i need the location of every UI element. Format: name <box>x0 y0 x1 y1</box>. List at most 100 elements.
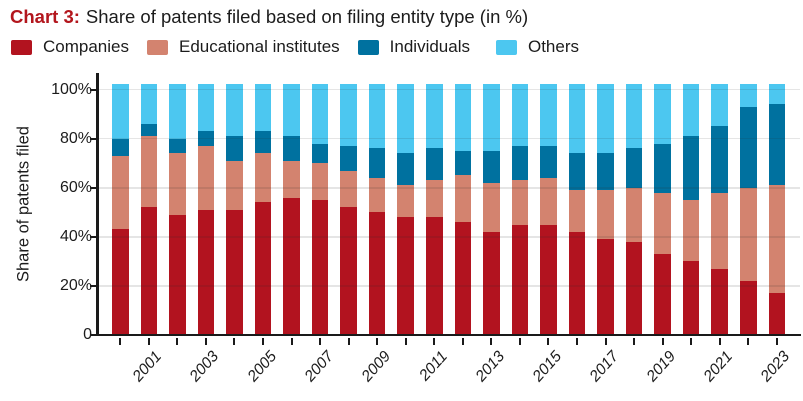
bar-segment-companies <box>454 222 472 335</box>
bar-segment-companies <box>740 281 757 335</box>
y-tick-label-40: 40% <box>59 227 92 245</box>
bar-segment-companies <box>140 207 158 335</box>
chart-title-prefix: Chart 3: <box>10 6 80 27</box>
bar-segment-others <box>311 84 329 144</box>
y-tick-label-80: 80% <box>59 129 92 147</box>
gridline-20 <box>97 285 800 287</box>
x-axis-line <box>94 333 801 336</box>
y-tick <box>90 88 97 91</box>
bar-segment-others <box>454 84 472 151</box>
y-tick-label-100: 100% <box>51 80 92 98</box>
bar-segment-companies <box>483 231 500 335</box>
y-tick <box>90 186 97 189</box>
legend-swatch-others <box>495 39 517 55</box>
x-tick-label-2009: 2009 <box>358 348 394 386</box>
bar-segment-others <box>768 84 786 105</box>
bar-segment-others <box>397 84 415 154</box>
bar-2006 <box>283 84 300 345</box>
bar-2021: 2021 <box>701 84 736 385</box>
bar-segment-others <box>625 84 643 149</box>
bar-segment-individuals <box>740 106 757 188</box>
bar-segment-companies <box>426 217 443 335</box>
bar-segment-educational-institutes <box>169 153 186 215</box>
bar-segment-individuals <box>197 131 215 146</box>
x-tick <box>633 338 636 345</box>
bar-segment-individuals <box>511 145 529 181</box>
gridline-100 <box>97 88 800 91</box>
legend-swatch-individuals <box>357 39 379 55</box>
y-tick-label-20: 20% <box>59 276 92 294</box>
y-tick-label-60: 60% <box>59 178 92 196</box>
bar-2020 <box>682 84 700 345</box>
y-tick <box>90 137 97 140</box>
bar-segment-companies <box>768 293 786 335</box>
bar-segment-individuals <box>169 138 186 154</box>
bar-segment-others <box>340 84 357 146</box>
bar-2005: 2005 <box>244 84 280 385</box>
bar-segment-companies <box>540 224 557 335</box>
bar-segment-educational-institutes <box>197 145 215 210</box>
legend-swatch-companies <box>11 39 32 55</box>
x-tick <box>433 338 436 345</box>
bar-segment-individuals <box>226 136 243 161</box>
x-tick-label-2011: 2011 <box>415 348 451 385</box>
y-tick <box>90 284 97 287</box>
legend-label-individuals: Individuals <box>389 37 470 56</box>
gridline-60 <box>97 186 800 189</box>
x-tick <box>490 338 493 345</box>
legend-item-educational-institutes: Educational institutes <box>147 37 340 57</box>
bar-segment-companies <box>654 254 671 335</box>
x-tick-label-2015: 2015 <box>529 348 566 386</box>
bar-segment-educational-institutes <box>740 187 757 281</box>
x-tick <box>661 338 664 345</box>
bar-segment-others <box>740 84 757 107</box>
bar-segment-educational-institutes <box>540 177 557 225</box>
bar-2000 <box>112 84 129 345</box>
bar-segment-individuals <box>654 143 671 193</box>
bar-segment-others <box>654 84 671 144</box>
bar-segment-companies <box>511 224 529 335</box>
bar-segment-individuals <box>368 148 386 178</box>
x-tick <box>319 338 322 345</box>
bar-2023: 2023 <box>758 84 793 385</box>
x-tick-label-2003: 2003 <box>186 348 223 386</box>
bar-2019: 2019 <box>644 84 679 385</box>
bar-2012 <box>454 84 472 345</box>
chart-title: Chart 3: Share of patents filed based on … <box>10 5 528 29</box>
bar-segment-educational-institutes <box>597 190 614 240</box>
x-tick <box>518 338 521 345</box>
bar-2002 <box>169 84 186 345</box>
bar-segment-individuals <box>426 148 443 181</box>
bar-segment-educational-institutes <box>254 153 272 203</box>
legend-item-companies: Companies <box>11 37 129 57</box>
x-tick <box>376 338 379 345</box>
bar-segment-companies <box>682 261 700 335</box>
x-tick <box>119 338 122 345</box>
bar-segment-others <box>540 84 557 146</box>
bar-segment-companies <box>397 217 415 335</box>
x-tick <box>233 338 236 345</box>
bar-2011: 2011 <box>416 84 451 384</box>
x-tick <box>204 338 207 345</box>
bar-segment-others <box>254 84 272 132</box>
bar-segment-individuals <box>597 153 614 191</box>
chart-title-text: Share of patents filed based on filing e… <box>85 6 529 27</box>
bar-segment-educational-institutes <box>368 177 386 213</box>
x-tick <box>347 338 350 345</box>
bar-2008 <box>340 84 357 345</box>
gridline-80 <box>97 137 800 140</box>
x-tick <box>775 338 778 345</box>
y-tick <box>90 334 97 336</box>
bar-2014 <box>511 84 529 345</box>
bar-segment-educational-institutes <box>112 155 129 230</box>
x-tick-label-2001: 2001 <box>129 348 166 386</box>
bar-segment-companies <box>597 239 614 335</box>
x-tick-label-2007: 2007 <box>301 348 337 386</box>
x-tick <box>547 338 550 345</box>
bar-segment-others <box>112 84 129 139</box>
bar-2009: 2009 <box>358 84 394 385</box>
bar-segment-companies <box>226 209 243 335</box>
x-tick <box>576 338 579 345</box>
bar-segment-educational-institutes <box>226 160 243 210</box>
bar-segment-companies <box>311 199 329 335</box>
